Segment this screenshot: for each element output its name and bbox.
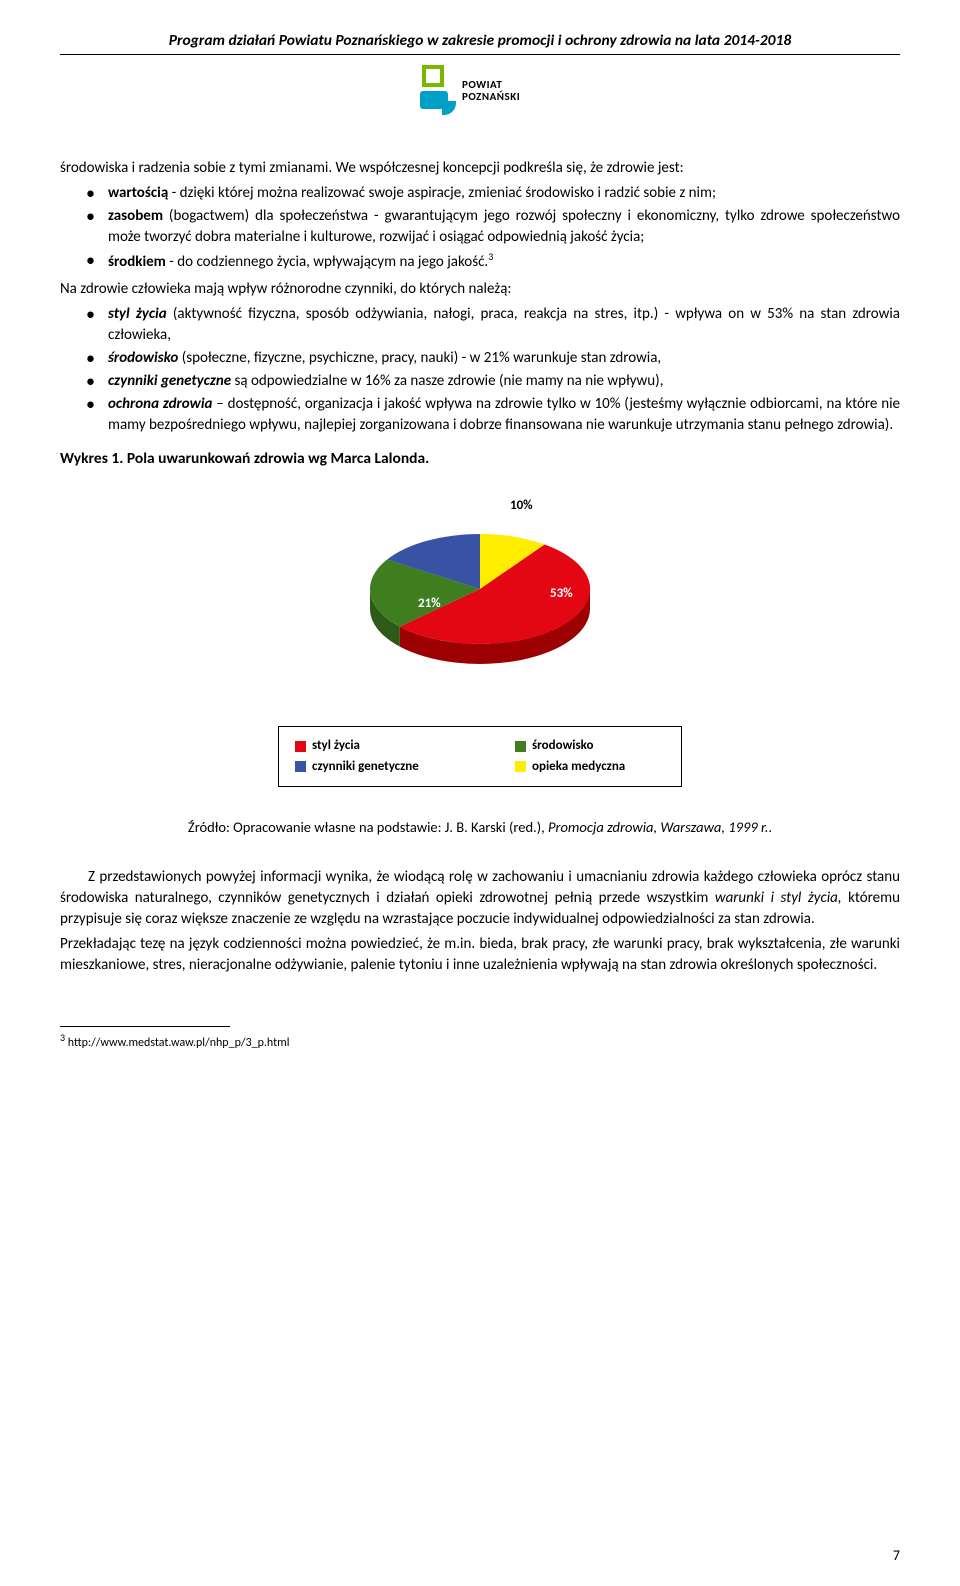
list-item: zasobem (bogactwem) dla społeczeństwa - … [108,206,900,248]
conclusion-p1-italic: warunki i styl życia, [715,889,842,907]
footnote-text: http://www.medstat.waw.pl/nhp_p/3_p.html [65,1036,289,1050]
factor-name: czynniki genetyczne [108,372,231,390]
intro-bullets: wartością - dzięki której można realizow… [60,183,900,273]
pie-chart: 10% 16% 53% 21% styl życia środowisko [60,479,900,786]
logo-text-line2: POZNAŃSKI [462,90,520,103]
source-italic: Promocja zdrowia, Warszawa, 1999 r. [548,818,768,836]
legend-item: opieka medyczna [515,758,665,776]
conclusion-p2: Przekładając tezę na język codzienności … [60,934,900,976]
list-item: czynniki genetyczne są odpowiedzialne w … [108,371,900,392]
pie-chart-svg: 10% 16% 53% 21% [300,479,660,689]
list-item: środkiem - do codziennego życia, wpływaj… [108,250,900,273]
factor-rest: – dostępność, organizacja i jakość wpływ… [108,395,900,434]
factor-rest: (aktywność fizyczna, sposób odżywiania, … [108,305,900,344]
pie-label-21: 21% [418,596,441,611]
legend-label: opieka medyczna [532,758,625,776]
page-header-title: Program działań Powiatu Poznańskiego w z… [60,30,900,55]
legend-swatch [515,761,526,772]
bullet-rest: - dzięki której można realizować swoje a… [168,184,716,202]
bullet-rest: (bogactwem) dla społeczeństwa - gwarantu… [108,207,900,246]
list-item: styl życia (aktywność fizyczna, sposób o… [108,304,900,346]
list-item: wartością - dzięki której można realizow… [108,183,900,204]
legend-swatch [515,741,526,752]
factor-name: środowisko [108,349,178,367]
chart-legend: styl życia środowisko czynniki genetyczn… [278,726,682,786]
factors-lead: Na zdrowie człowieka mają wpływ różnorod… [60,279,900,300]
legend-item: czynniki genetyczne [295,758,445,776]
factor-name: ochrona zdrowia [108,395,212,413]
logo-row: POWIAT POZNAŃSKI [60,63,900,128]
source-suffix: . [768,818,772,836]
legend-label: środowisko [532,737,594,755]
pie-label-10: 10% [510,498,533,513]
bullet-bold: wartością [108,184,168,202]
factor-rest: (społeczne, fizyczne, psychiczne, pracy,… [178,349,661,367]
bullet-rest: - do codziennego życia, wpływającym na j… [166,253,488,271]
factors-bullets: styl życia (aktywność fizyczna, sposób o… [60,304,900,436]
pie-label-53: 53% [550,586,573,601]
chart-title: Wykres 1. Pola uwarunkowań zdrowia wg Ma… [60,448,900,470]
footnote-separator [60,1026,230,1027]
factor-name: styl życia [108,305,167,323]
legend-swatch [295,761,306,772]
bullet-bold: zasobem [108,207,163,225]
legend-item: środowisko [515,737,665,755]
intro-lead: środowiska i radzenia sobie z tymi zmian… [60,158,900,179]
legend-item: styl życia [295,737,445,755]
logo-text-line1: POWIAT [462,78,502,91]
legend-label: czynniki genetyczne [312,758,419,776]
list-item: środowisko (społeczne, fizyczne, psychic… [108,348,900,369]
legend-label: styl życia [312,737,360,755]
source-prefix: Źródło: Opracowanie własne na podstawie:… [188,818,548,836]
footnote-ref: 3 [488,250,493,263]
footnote: 3 http://www.medstat.waw.pl/nhp_p/3_p.ht… [60,1031,900,1052]
pie-label-16: 16% [408,516,431,531]
bullet-bold: środkiem [108,253,166,271]
chart-source: Źródło: Opracowanie własne na podstawie:… [60,817,900,837]
legend-swatch [295,741,306,752]
factor-rest: są odpowiedzialne w 16% za nasze zdrowie… [231,372,663,390]
list-item: ochrona zdrowia – dostępność, organizacj… [108,394,900,436]
powiat-logo: POWIAT POZNAŃSKI [410,63,550,121]
conclusion-p1: Z przedstawionych powyżej informacji wyn… [60,867,900,930]
page-number: 7 [893,1546,900,1566]
